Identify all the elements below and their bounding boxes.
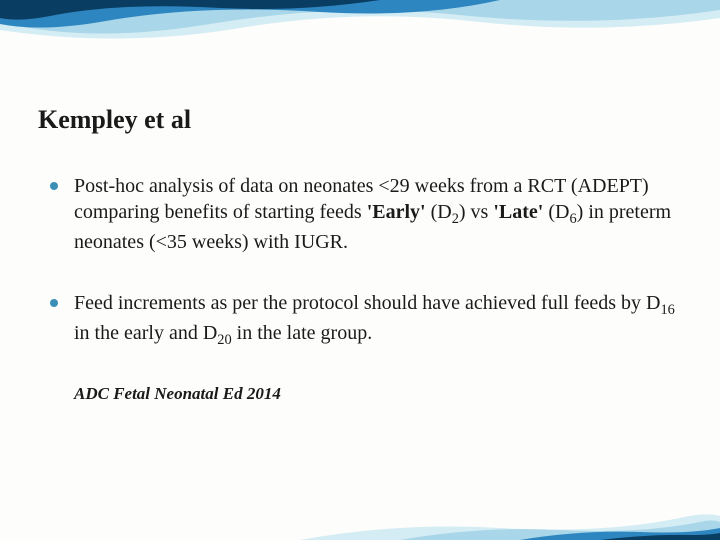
decorative-wave-top [0, 0, 720, 90]
bullet-item: Post-hoc analysis of data on neonates <2… [50, 173, 682, 256]
text-segment: 20 [217, 332, 231, 348]
text-segment: 16 [660, 302, 674, 318]
bullet-item: Feed increments as per the protocol shou… [50, 290, 682, 350]
text-segment: 'Late' [493, 201, 543, 223]
text-segment: (D [426, 201, 452, 223]
bullet-list: Post-hoc analysis of data on neonates <2… [38, 173, 682, 350]
text-segment: in the late group. [232, 322, 373, 344]
slide-title: Kempley et al [38, 105, 682, 135]
text-segment: 6 [569, 211, 576, 227]
slide-content: Kempley et al Post-hoc analysis of data … [38, 105, 682, 404]
text-segment: in the early and D [74, 322, 217, 344]
text-segment: Feed increments as per the protocol shou… [74, 292, 660, 314]
text-segment: ) vs [459, 201, 493, 223]
text-segment: 2 [452, 211, 459, 227]
text-segment: (D [543, 201, 569, 223]
decorative-wave-bottom [0, 480, 720, 540]
text-segment: 'Early' [367, 201, 426, 223]
citation: ADC Fetal Neonatal Ed 2014 [74, 384, 682, 404]
